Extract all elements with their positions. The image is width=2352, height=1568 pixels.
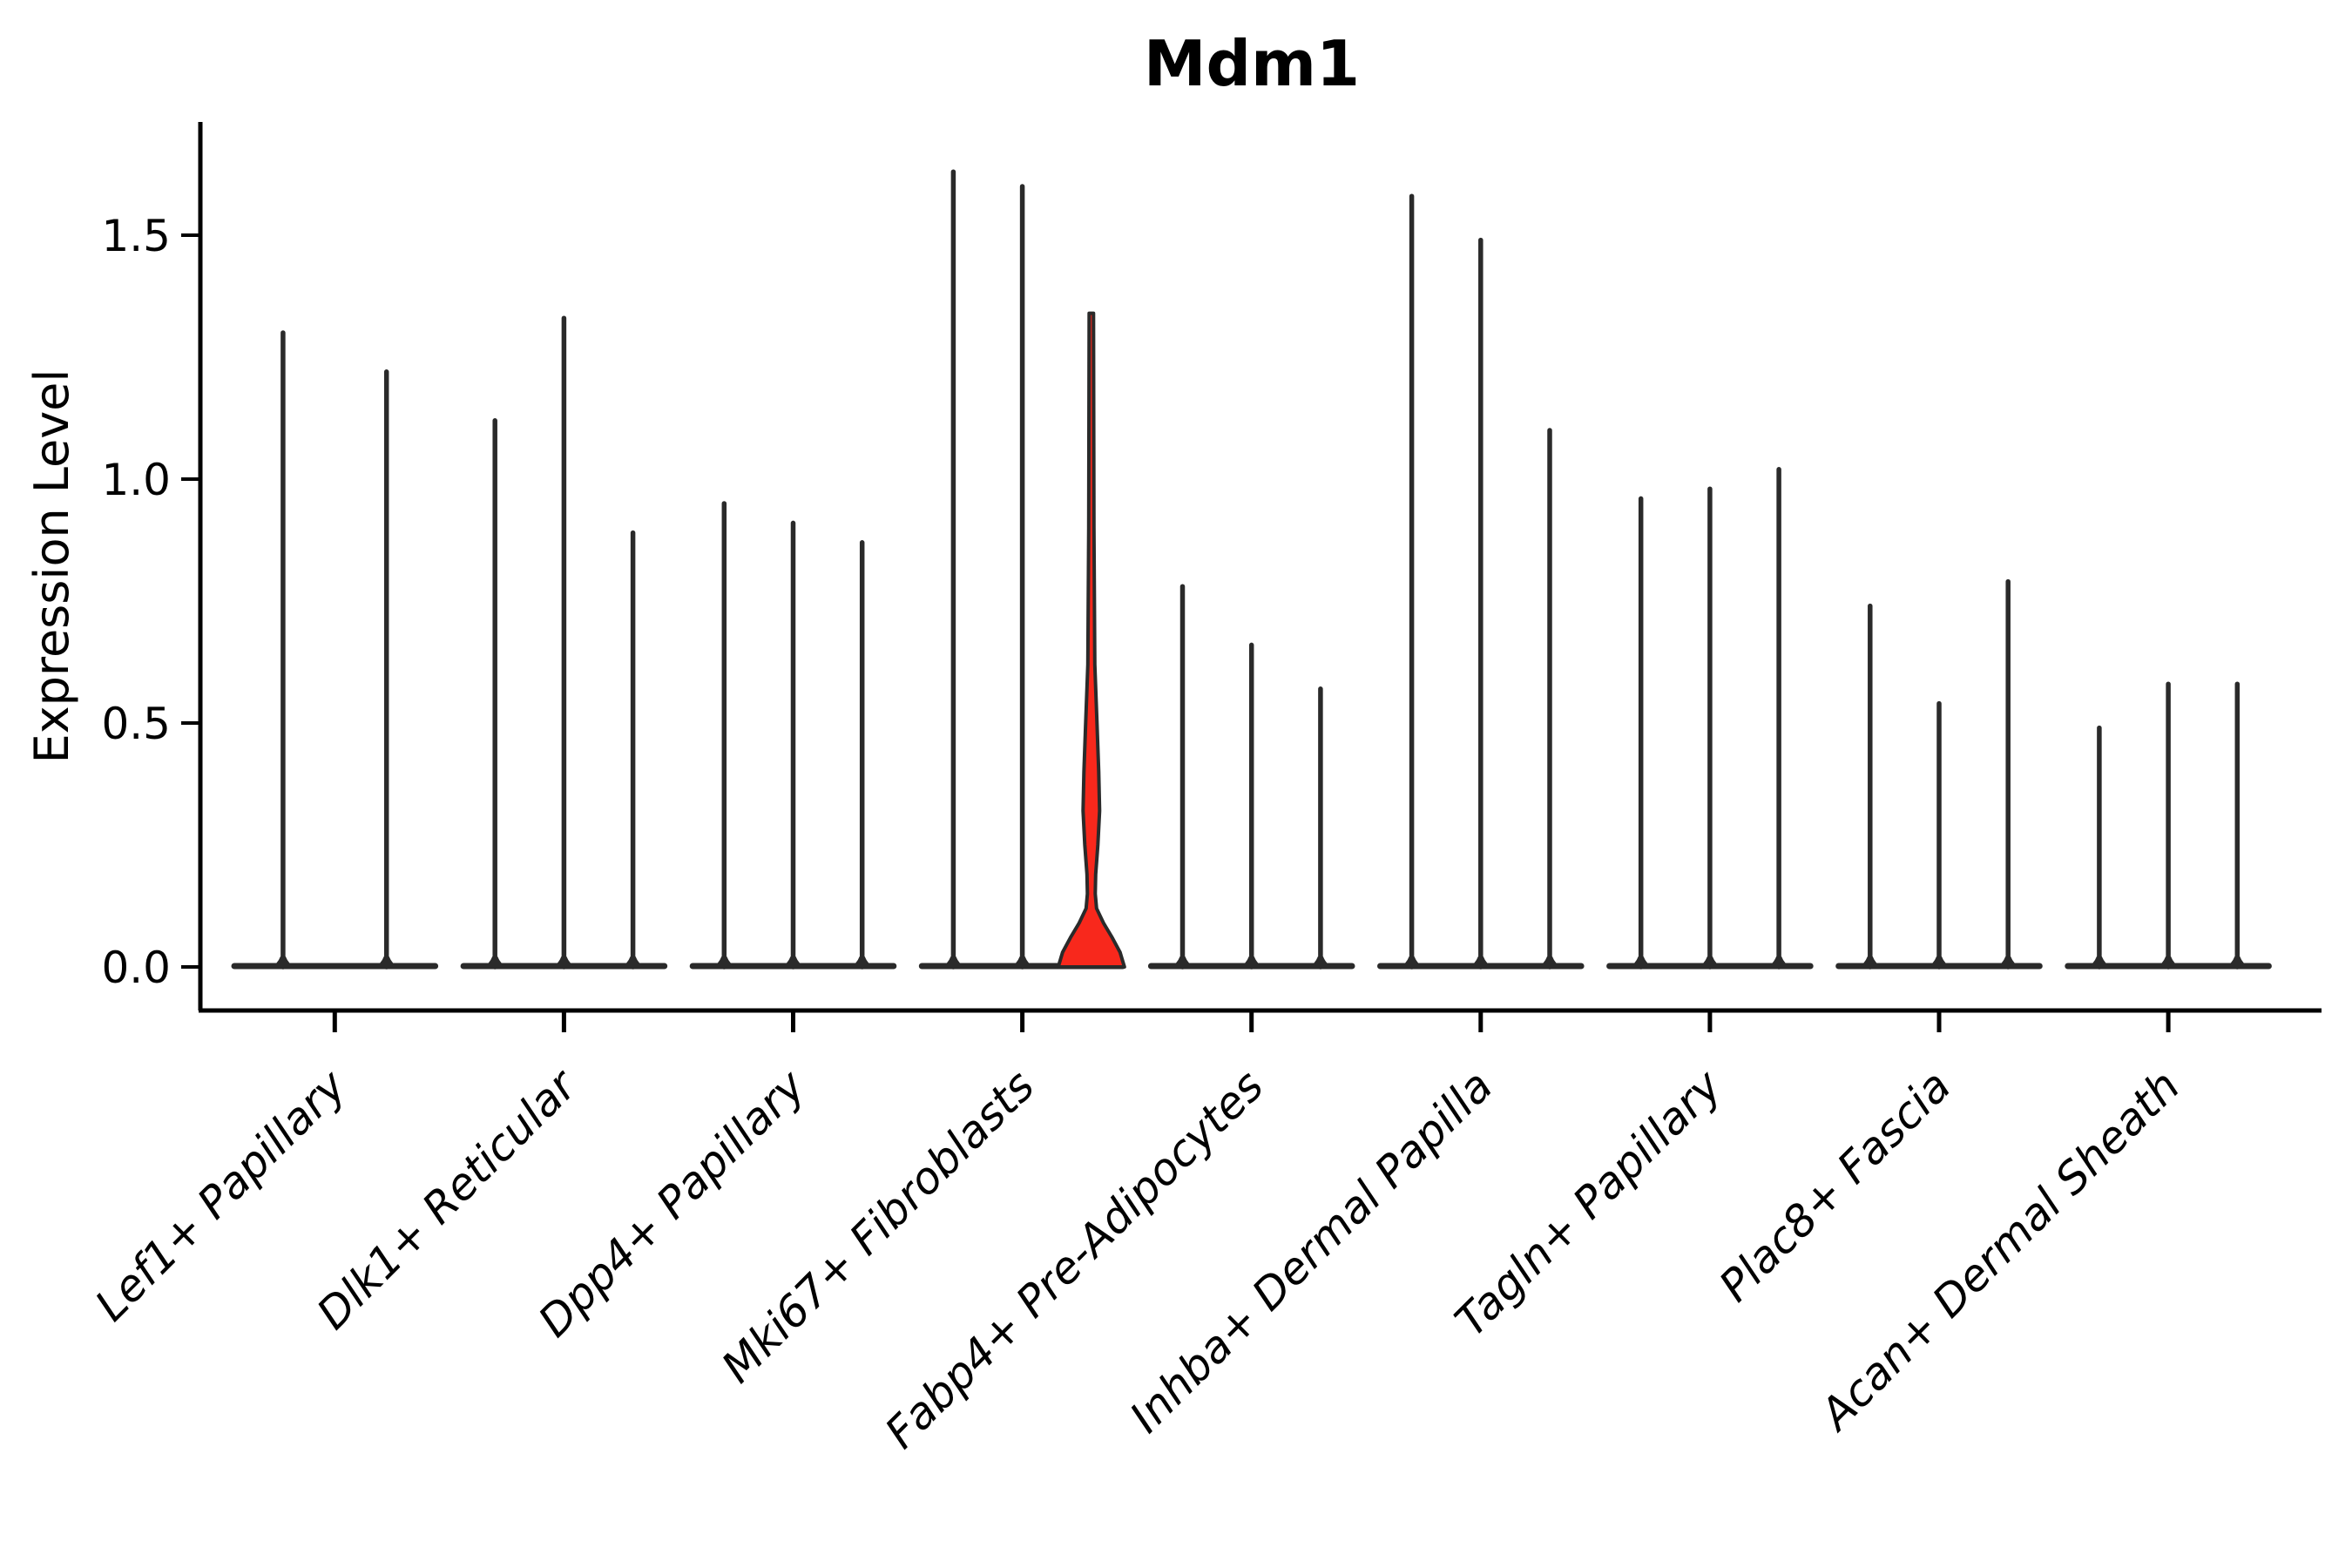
x-label-fabp4-pre-adipocytes: Fabp4+ Pre-Adipocytes xyxy=(875,1060,1274,1458)
y-tick-label-3: 1.5 xyxy=(101,211,171,261)
plot-area xyxy=(181,169,2272,1032)
y-tick-label-2: 1.0 xyxy=(101,455,171,505)
x-label-acan-dermal-sheath: Acan+ Dermal Sheath xyxy=(1809,1060,2190,1441)
y-tick-label-1: 0.5 xyxy=(101,699,171,749)
y-tick-label-0: 0.0 xyxy=(101,943,171,993)
violin-highlighted xyxy=(1056,311,1126,969)
x-label-inhba-dermal-papilla: Inhba+ Dermal Papilla xyxy=(1120,1060,1502,1442)
x-label-plac8-fascia: Plac8+ Fascia xyxy=(1710,1060,1961,1311)
chart-title: Mdm1 xyxy=(1144,27,1360,100)
x-label-lef1-papillary: Lef1+ Papillary xyxy=(85,1059,356,1330)
y-axis-label: Expression Level xyxy=(24,369,79,764)
violin-baseline xyxy=(231,963,439,970)
